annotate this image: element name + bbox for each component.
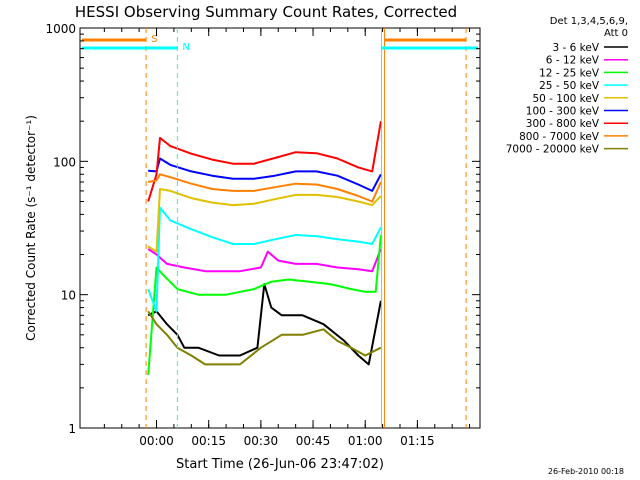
series-line-8 [147,310,382,366]
series-line-6 [147,121,382,202]
y-tick-label: 10 [61,289,76,303]
series-line-7 [148,173,382,203]
y-tick-label: 1000 [45,22,76,36]
x-tick-label: 00:15 [191,434,226,448]
x-tick-label: 01:15 [400,434,435,448]
series-line-5 [148,157,382,192]
legend-label: 3 - 6 keV [552,42,599,54]
series-layer [147,121,382,375]
x-tick-label: 00:45 [296,434,331,448]
series-line-2 [147,234,382,375]
legend-label: 800 - 7000 keV [519,131,600,143]
legend-label: 7000 - 20000 keV [506,144,600,156]
y-axis-label: Corrected Count Rate (s⁻¹ detector⁻¹) [24,115,38,341]
x-tick-label: 00:00 [139,434,174,448]
legend-label: 12 - 25 keV [539,67,600,79]
y-tick-label: 1 [68,422,76,436]
legend-label: 100 - 300 keV [526,106,600,118]
legend-header-2: Att 0 [604,28,628,39]
legend-label: 6 - 12 keV [546,55,600,67]
marker-label: S [151,34,157,45]
x-tick-label: 01:00 [348,434,383,448]
series-line-4 [147,188,382,253]
footer-timestamp: 26-Feb-2010 00:18 [548,467,624,476]
chart-title: HESSI Observing Summary Count Rates, Cor… [75,3,457,21]
legend-label: 25 - 50 keV [539,80,600,92]
x-tick-label: 00:30 [244,434,279,448]
series-line-0 [147,283,382,366]
marker-label: N [182,42,189,53]
x-axis-label: Start Time (26-Jun-06 23:47:02) [176,457,384,472]
legend-label: 300 - 800 keV [526,118,600,130]
axis-layer: 1 10 100 1000 00:00 00:15 00:30 00:45 01:00 01:15 [45,22,480,448]
y-tick-label: 100 [53,155,76,169]
legend-header-1: Det 1,3,4,5,6,9, [550,16,628,27]
legend-label: 50 - 100 keV [532,93,599,105]
plot-frame [79,27,481,429]
series-line-1 [147,248,382,273]
marker-layer: SN [82,28,478,428]
series-line-3 [147,206,382,313]
